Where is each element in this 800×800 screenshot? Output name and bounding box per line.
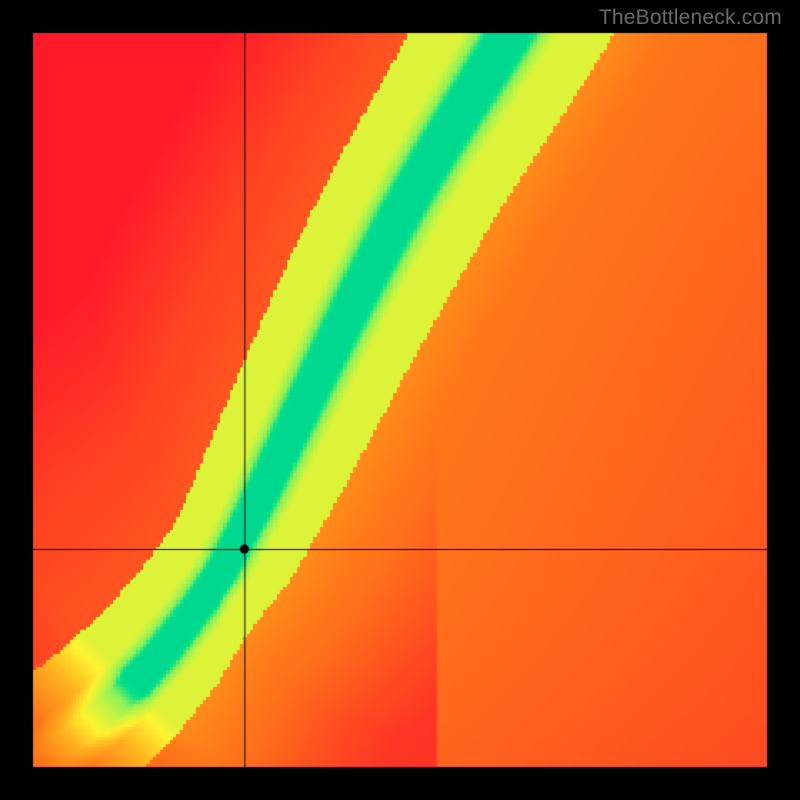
watermark-text: TheBottleneck.com xyxy=(599,6,782,30)
heatmap-canvas xyxy=(0,0,800,800)
chart-container: TheBottleneck.com xyxy=(0,0,800,800)
